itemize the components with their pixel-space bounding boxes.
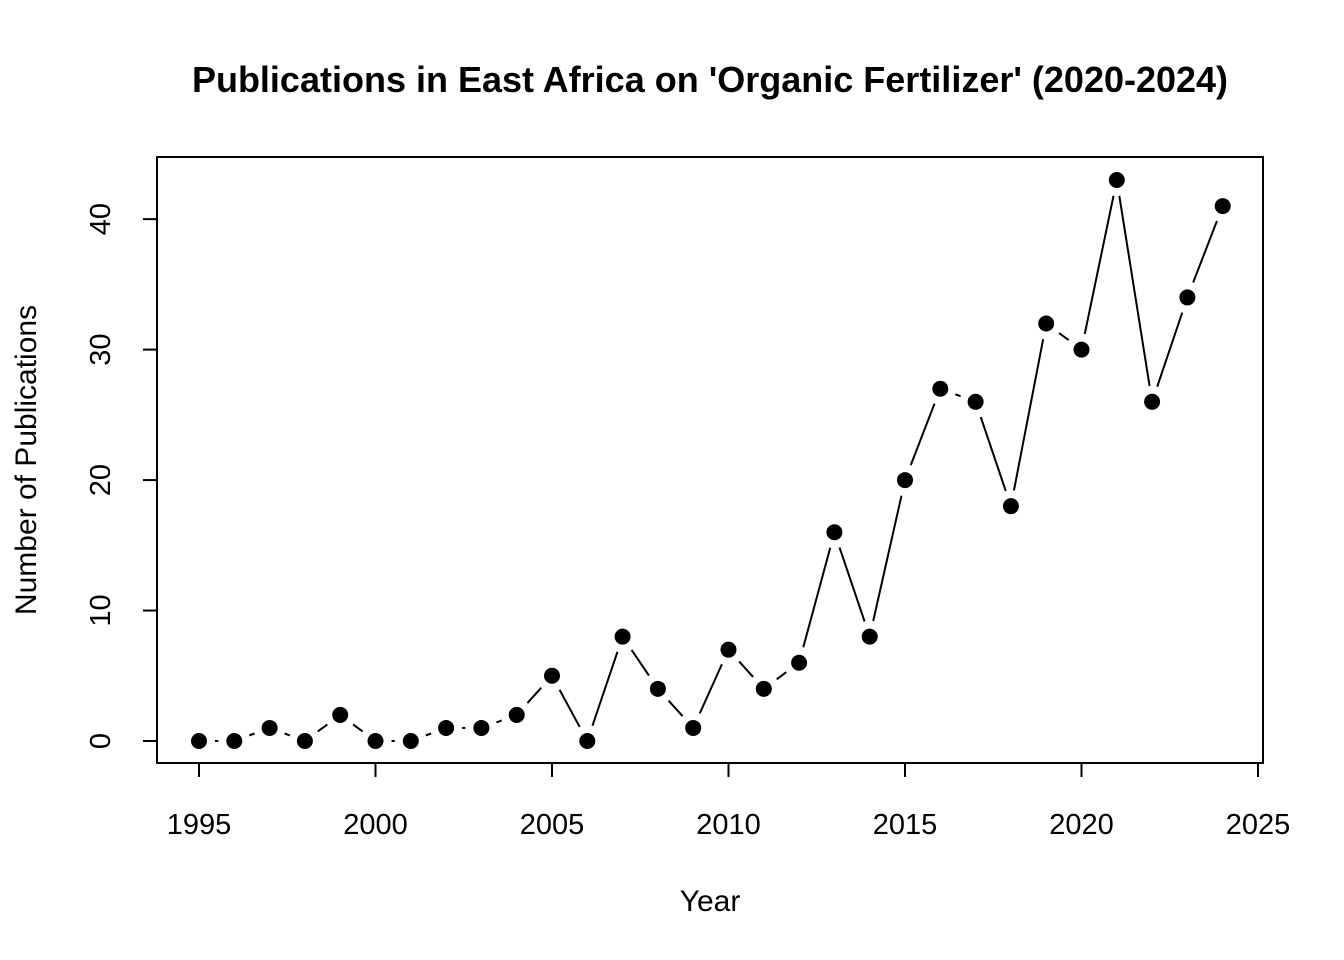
series-segment <box>1192 220 1218 283</box>
data-point <box>720 641 737 658</box>
x-tick-label: 1995 <box>167 809 232 841</box>
x-tick-label: 2025 <box>1226 809 1291 841</box>
series-segment <box>698 663 723 714</box>
series-points <box>191 172 1231 749</box>
data-point <box>791 654 808 671</box>
series-segment <box>776 671 787 681</box>
series-segment <box>1156 312 1184 387</box>
data-point <box>579 733 596 749</box>
series-segment <box>954 393 961 398</box>
data-point <box>1073 341 1090 358</box>
x-tick-label: 2000 <box>343 809 408 841</box>
y-tick-label: 10 <box>85 594 117 626</box>
x-tick-label: 2020 <box>1049 809 1114 841</box>
series-segment <box>284 732 291 737</box>
series-segment <box>738 660 754 678</box>
series-segment <box>979 416 1007 492</box>
data-point <box>1179 289 1196 306</box>
data-point <box>296 733 313 749</box>
series-segment <box>526 686 543 704</box>
data-point <box>967 393 984 410</box>
data-point <box>402 733 419 749</box>
series-segment <box>872 495 903 622</box>
series-segment <box>591 651 619 727</box>
series-segment <box>352 723 364 733</box>
data-point <box>897 472 913 489</box>
series-segment <box>667 700 684 717</box>
plot-frame <box>156 156 1264 764</box>
series-segment <box>1012 339 1045 491</box>
x-axis: 1995 2000 2005 2010 2015 2020 2025 <box>167 762 1291 841</box>
data-point <box>191 733 207 749</box>
x-axis-label: Year <box>680 885 741 918</box>
y-tick-label: 20 <box>85 464 117 496</box>
data-point <box>544 667 560 684</box>
series-segment <box>1058 332 1070 341</box>
series-lines <box>215 195 1218 742</box>
series-segment <box>317 723 328 733</box>
series-segment <box>558 689 581 728</box>
data-point <box>1214 198 1231 215</box>
data-point <box>226 733 243 749</box>
series-segment <box>1083 195 1115 335</box>
data-point <box>1038 315 1055 332</box>
series-segment <box>838 547 866 622</box>
y-axis: 0 10 20 30 40 <box>85 203 158 749</box>
series-segment <box>630 649 650 677</box>
data-point <box>261 719 278 736</box>
y-tick-label: 30 <box>85 333 117 365</box>
data-point <box>861 628 878 645</box>
data-point <box>508 706 525 723</box>
y-tick-label: 0 <box>85 733 117 749</box>
data-point <box>614 628 631 645</box>
series-segment <box>1118 195 1151 387</box>
data-point <box>685 719 702 736</box>
data-point <box>473 719 490 736</box>
x-tick-label: 2005 <box>520 809 585 841</box>
data-point <box>826 524 843 541</box>
series-segment <box>496 719 503 724</box>
data-point <box>1002 498 1019 515</box>
data-point <box>649 680 666 697</box>
y-tick-label: 40 <box>85 203 117 235</box>
x-tick-label: 2010 <box>696 809 761 841</box>
series-segment <box>425 732 432 737</box>
series-segment <box>802 547 832 648</box>
data-point <box>932 380 949 397</box>
series-segment <box>909 403 936 466</box>
series-segment <box>248 732 255 737</box>
chart-title: Publications in East Africa on 'Organic … <box>192 59 1228 100</box>
data-point <box>1108 172 1125 188</box>
data-point <box>1144 393 1161 410</box>
y-axis-label: Number of Publications <box>10 305 43 615</box>
data-point <box>438 719 455 736</box>
data-point <box>367 733 384 749</box>
x-tick-label: 2015 <box>873 809 938 841</box>
data-point <box>755 680 772 697</box>
data-point <box>332 706 349 723</box>
